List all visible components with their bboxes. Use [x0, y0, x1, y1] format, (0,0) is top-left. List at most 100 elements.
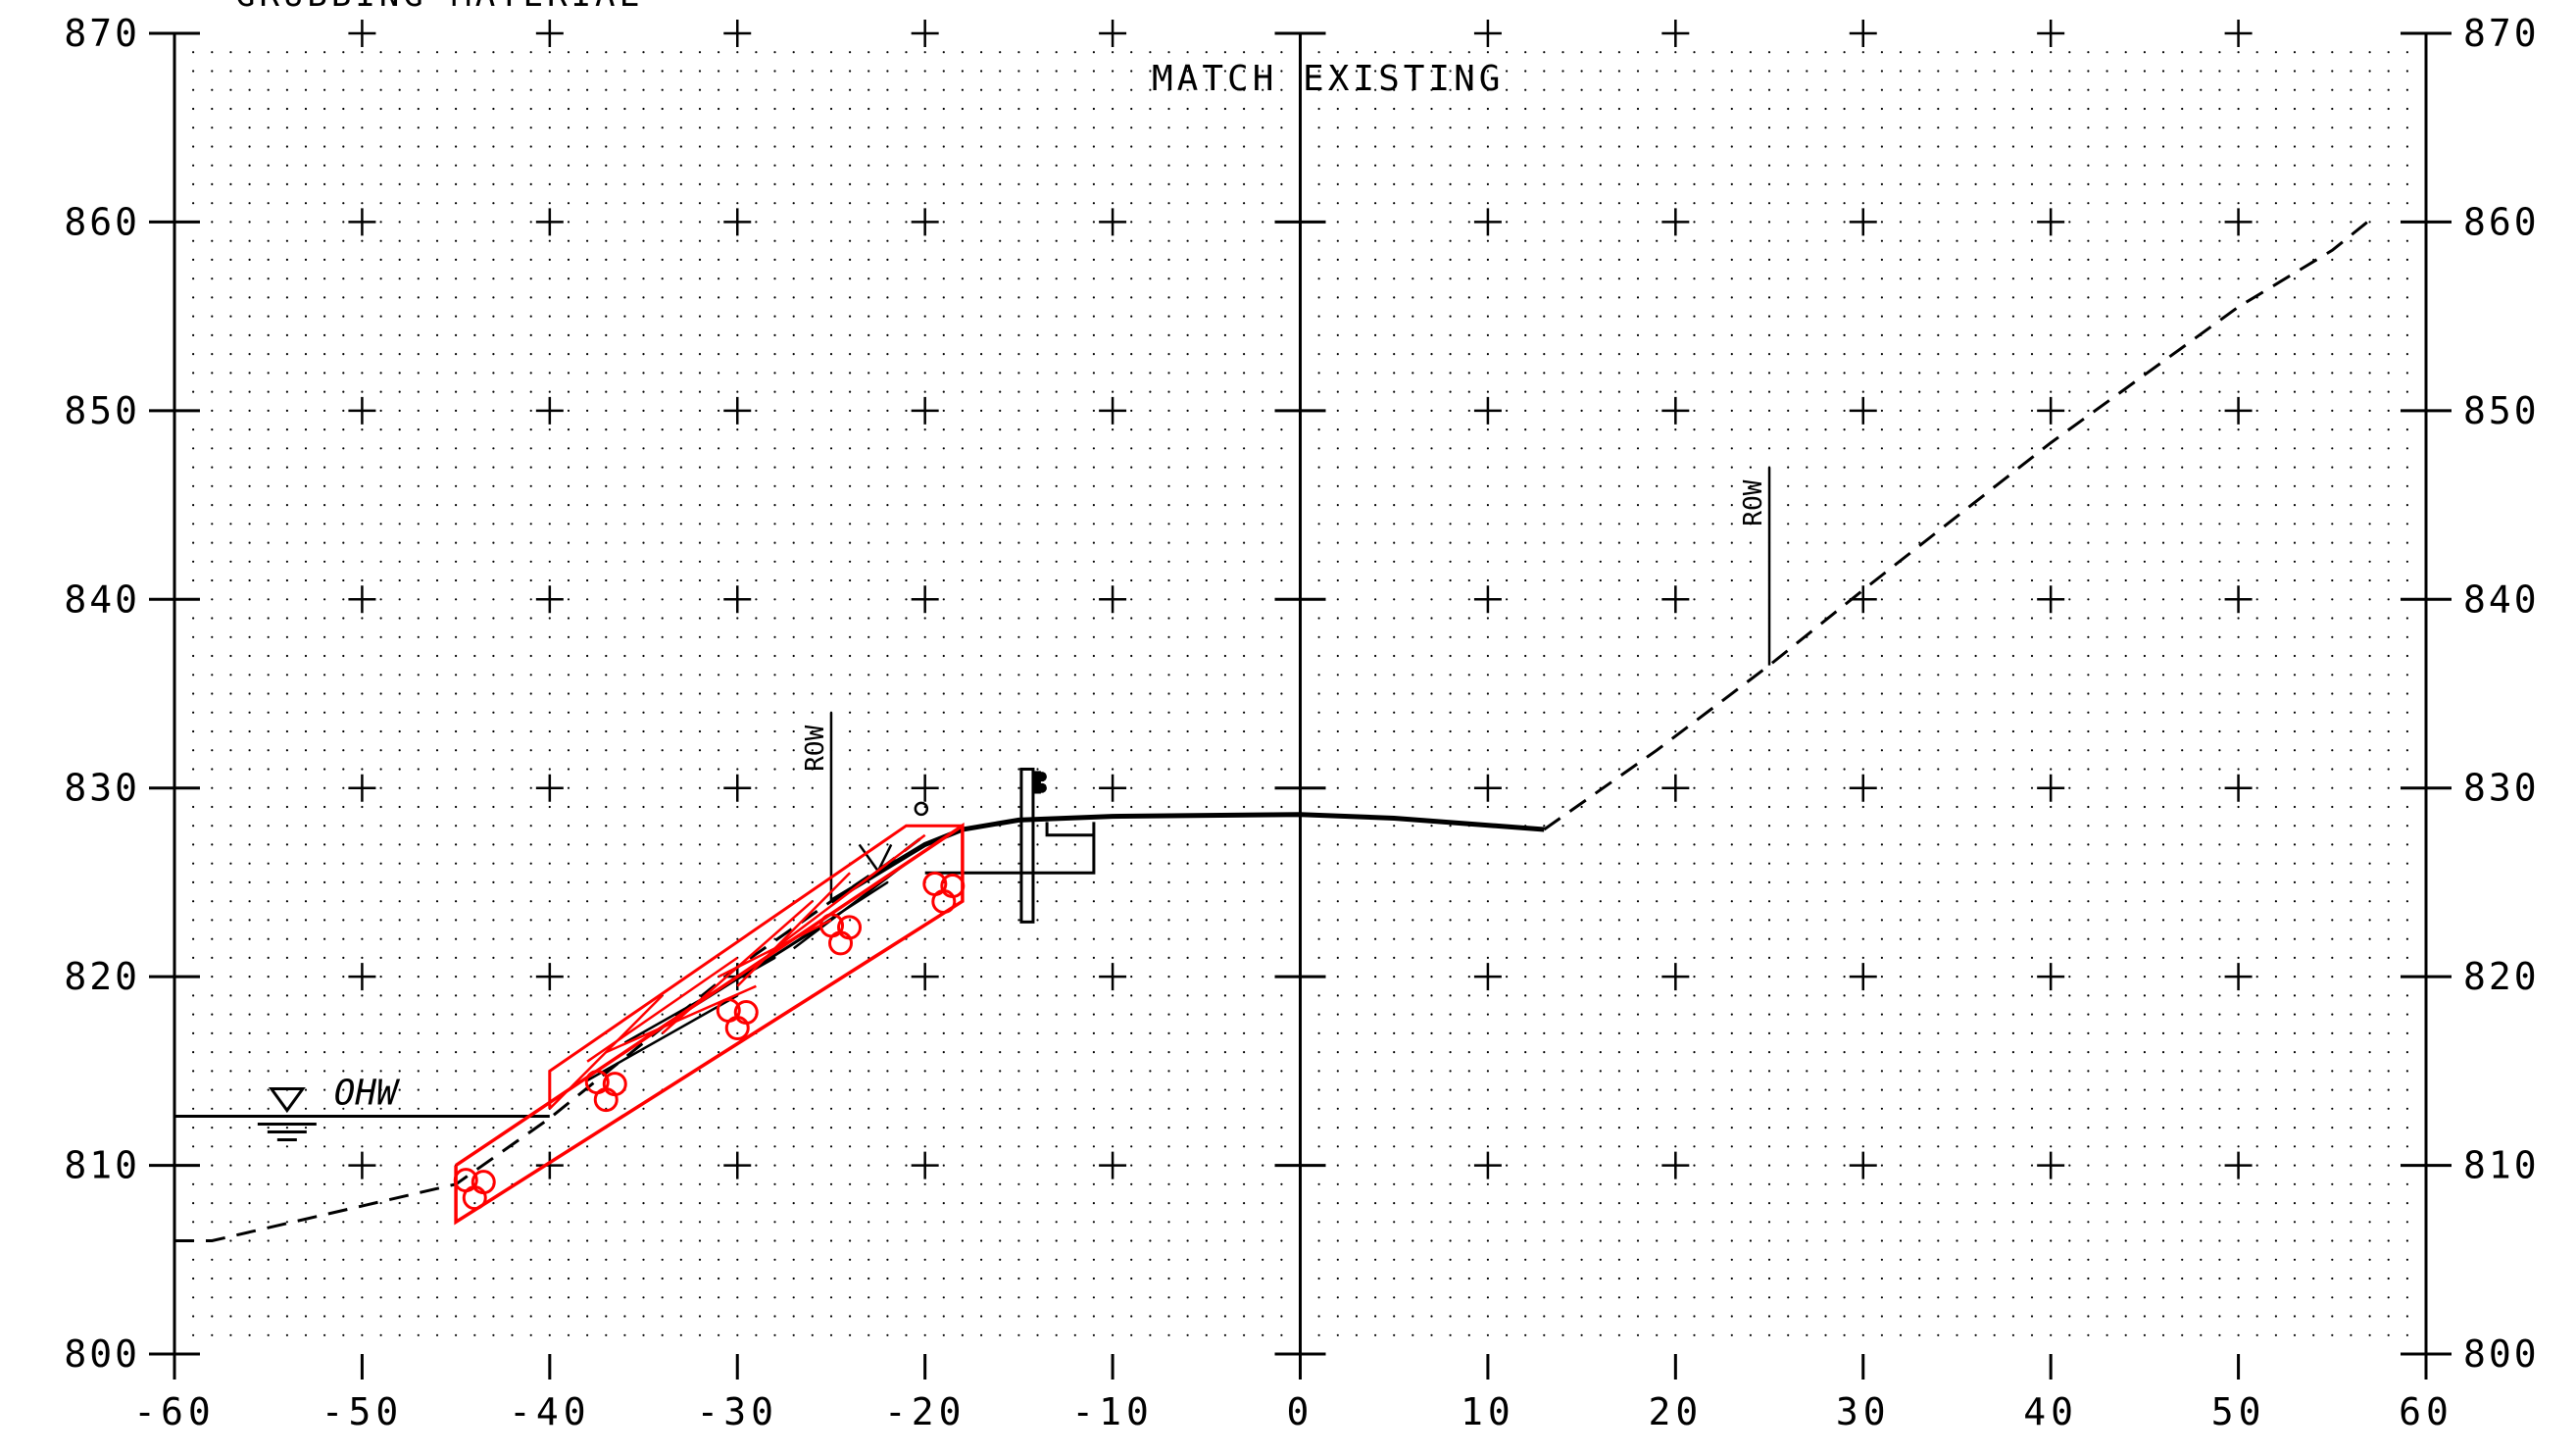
grid-cross — [2224, 585, 2253, 614]
grid-cross — [911, 396, 939, 425]
grid-cross — [1099, 585, 1127, 614]
axes — [173, 33, 2428, 1354]
grid-cross — [1473, 774, 1502, 802]
guardrail-bolt — [1036, 782, 1047, 793]
grid-cross — [1849, 396, 1877, 425]
y-tick-label-left: 810 — [64, 1144, 140, 1187]
grid-cross — [535, 963, 564, 991]
guardrail-post — [1019, 767, 1035, 924]
grid-cross — [1099, 208, 1127, 236]
grid-cross — [2037, 208, 2065, 236]
row-right-marker: ROW — [1739, 467, 1771, 666]
y-tick-label-right: 860 — [2463, 200, 2540, 243]
existing-ground-left — [174, 833, 926, 1242]
x-tick-label: 30 — [1836, 1390, 1891, 1433]
grid-cross — [348, 208, 376, 236]
riprap-hatch-line — [718, 919, 832, 978]
y-tick-label-left: 850 — [64, 389, 140, 432]
grid-cross — [348, 396, 376, 425]
grid-cross — [2037, 1151, 2065, 1179]
grid-cross — [2224, 396, 2253, 425]
pavement-base — [924, 822, 1096, 875]
grid-cross — [2224, 20, 2253, 47]
stone-icon — [724, 1015, 750, 1040]
grid-cross — [1661, 208, 1690, 236]
grid-cross — [1473, 963, 1502, 991]
grid-cross — [1099, 963, 1127, 991]
tick-marks — [149, 31, 2452, 1380]
x-tick-label: 40 — [2023, 1390, 2078, 1433]
riprap-inner-line — [548, 824, 963, 1109]
x-tick-label: -30 — [696, 1390, 778, 1433]
slope-hatch-line — [586, 994, 738, 1082]
grid-cross — [1849, 774, 1877, 802]
grid-cross — [1661, 1151, 1690, 1179]
grid-cross — [348, 963, 376, 991]
water-triangle — [268, 1087, 306, 1114]
grid-cross — [1661, 20, 1690, 47]
ohw-label: OHW — [334, 1074, 401, 1114]
grid-cross — [911, 585, 939, 614]
y-tick-label-left: 860 — [64, 200, 140, 243]
hinge-point-icon — [914, 801, 929, 817]
guardrail-bolt — [1036, 772, 1047, 782]
row-label: ROW — [801, 725, 830, 771]
y-tick-label-right: 870 — [2463, 12, 2540, 55]
y-tick-label-right: 800 — [2463, 1332, 2540, 1376]
grid-cross — [1661, 396, 1690, 425]
grid-cross — [535, 585, 564, 614]
grid-cross — [911, 208, 939, 236]
riprap-hatching — [548, 833, 926, 1110]
grid-cross — [2224, 963, 2253, 991]
grid-cross — [911, 774, 939, 802]
y-tick-label-right: 850 — [2463, 389, 2540, 432]
stone-cluster-icon — [819, 913, 863, 956]
y-tick-label-left: 830 — [64, 767, 140, 810]
grid-cross — [348, 774, 376, 802]
y-tick-label-right: 820 — [2463, 955, 2540, 998]
riprap-hatch-line — [849, 833, 926, 893]
existing-ground-right — [1543, 219, 2371, 831]
riprap-hatch-line — [605, 984, 757, 1054]
grid-cross — [2037, 585, 2065, 614]
match-existing-label: MATCH EXISTING — [1152, 59, 1504, 99]
x-tick-label: 0 — [1287, 1390, 1314, 1433]
grid-cross — [1099, 1151, 1127, 1179]
riprap-hatch-line — [586, 956, 739, 1063]
x-tick-label: -20 — [884, 1390, 966, 1433]
riprap-hatch-line — [548, 994, 664, 1110]
grid-cross — [1849, 585, 1877, 614]
grid-cross — [1473, 396, 1502, 425]
grid-crosses — [348, 20, 2253, 1179]
grid-cross — [723, 774, 752, 802]
stone-cluster-icon — [922, 872, 966, 915]
grid-cross — [2037, 963, 2065, 991]
grid-cross — [1661, 963, 1690, 991]
grid-cross — [1849, 208, 1877, 236]
grid-cross — [723, 396, 752, 425]
grid-cross — [348, 585, 376, 614]
grid-cross — [723, 1151, 752, 1179]
stone-icon — [593, 1087, 619, 1113]
grid-cross — [1099, 774, 1127, 802]
grid-cross — [535, 208, 564, 236]
guardrail-post-icon — [1019, 767, 1047, 924]
grid-cross — [2224, 774, 2253, 802]
grid-cross — [535, 396, 564, 425]
riprap-outline — [454, 822, 965, 1226]
stone-icon — [828, 930, 854, 956]
pavement-edge — [1045, 822, 1094, 837]
grid-cross — [2037, 396, 2065, 425]
y-tick-label-right: 810 — [2463, 1144, 2540, 1187]
grid-cross — [535, 774, 564, 802]
grid-cross — [1099, 396, 1127, 425]
x-tick-label: 50 — [2211, 1390, 2266, 1433]
water-level-icon — [257, 1087, 317, 1142]
grid-cross — [723, 585, 752, 614]
grid-cross — [723, 20, 752, 47]
grid-cross — [348, 1151, 376, 1179]
grid-cross — [911, 1151, 939, 1179]
y-tick-label-right: 830 — [2463, 767, 2540, 810]
grid-cross — [535, 1151, 564, 1179]
row-label: ROW — [1739, 479, 1768, 526]
